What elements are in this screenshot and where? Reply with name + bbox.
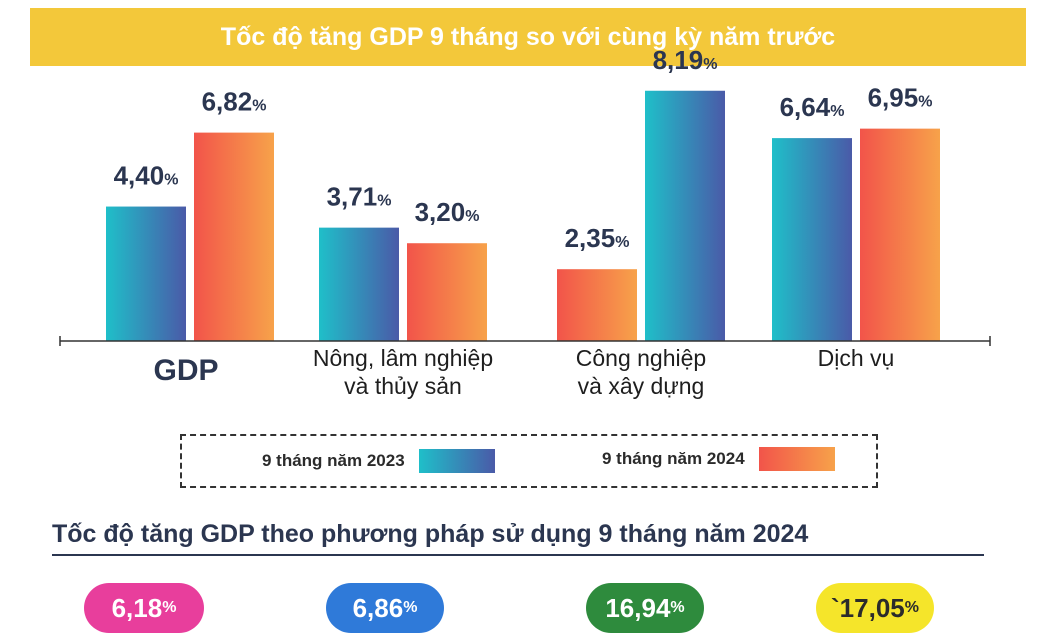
legend-label-2024: 9 tháng năm 2024 (602, 449, 745, 468)
value-label-gdp-2024: 6,82% (202, 87, 267, 117)
bar-nong-lam-nghiep-2023 (319, 227, 399, 341)
bar-nong-lam-nghiep-2024 (407, 243, 487, 341)
category-label-cong-nghiep: Công nghiệp và xây dựng (576, 345, 706, 399)
pill-2: 6,86% (326, 583, 444, 633)
legend: 9 tháng năm 2023 9 tháng năm 2024 (180, 434, 878, 488)
value-label-cong-nghiep-2023: 2,35% (565, 223, 630, 253)
bar-chart: 4,40% 6,82% 3,71% 3,20% 2,35% 8,19% 6,64% 6,95%… (59, 45, 991, 399)
value-label-cong-nghiep-2024: 8,19% (653, 45, 718, 75)
value-label-dich-vu-2023: 6,64% (780, 92, 845, 122)
section-divider (52, 554, 984, 556)
pill-1-unit: % (162, 599, 177, 616)
chart-title: Tốc độ tăng GDP 9 tháng so với cùng kỳ n… (220, 22, 836, 51)
pill-1: 6,18% (84, 583, 204, 633)
chart-title-banner: Tốc độ tăng GDP 9 tháng so với cùng kỳ n… (30, 8, 1026, 66)
category-labels: GDP Nông, lâm nghiệp và thủy sản Công nghiệ… (153, 345, 894, 399)
pill-3: 16,94% (586, 583, 704, 633)
pill-2-unit: % (403, 599, 418, 616)
category-label-nong-lam-nghiep: Nông, lâm nghiệp và thủy sản (313, 345, 493, 399)
legend-item-2023: 9 tháng năm 2023 (262, 449, 495, 473)
legend-label-2023: 9 tháng năm 2023 (262, 451, 405, 470)
pill-3-unit: % (670, 599, 685, 616)
bar-gdp-2023 (106, 206, 186, 341)
legend-swatch-2023 (418, 449, 495, 473)
pill-3-value: 16,94 (605, 592, 671, 623)
bar-cong-nghiep-2023 (557, 269, 637, 341)
value-label-nong-lam-nghiep-2024: 3,20% (415, 197, 480, 227)
value-label-dich-vu-2024: 6,95% (868, 83, 933, 113)
category-label-gdp: GDP (153, 354, 218, 387)
pill-2-value: 6,86 (352, 592, 404, 623)
legend-swatch-2024 (758, 447, 835, 471)
bar-gdp-2024 (194, 132, 274, 341)
section-title: Tốc độ tăng GDP theo phương pháp sử dụng… (52, 520, 809, 548)
pill-1-value: 6,18 (111, 592, 163, 623)
value-label-gdp-2023: 4,40% (114, 161, 179, 191)
bar-dich-vu-2024 (860, 128, 940, 341)
category-label-dich-vu: Dịch vụ (818, 345, 895, 371)
bar-cong-nghiep-2024 (645, 90, 725, 341)
bars-group: 4,40% 6,82% 3,71% 3,20% 2,35% 8,19% 6,64% 6,95% (106, 45, 940, 341)
value-label-nong-lam-nghiep-2023: 3,71% (327, 182, 392, 212)
bar-dich-vu-2023 (772, 138, 852, 341)
legend-item-2024: 9 tháng năm 2024 (602, 447, 835, 471)
pill-4: `17,05% (816, 583, 934, 633)
pill-4-unit: % (904, 599, 919, 616)
pill-4-value: `17,05 (831, 592, 905, 623)
